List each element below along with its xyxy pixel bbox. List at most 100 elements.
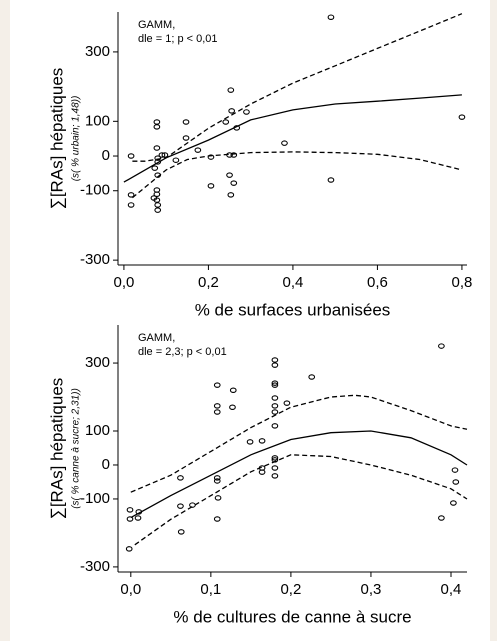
confidence-line xyxy=(131,151,463,199)
data-point xyxy=(213,382,221,388)
y-axis-subtitle: (s( % canne à sucre; 2,31)) xyxy=(71,388,82,509)
y-tick-label: -100 xyxy=(80,490,110,507)
x-tick-label: 0,2 xyxy=(280,581,301,598)
y-tick-label: 0 xyxy=(102,147,110,164)
data-point xyxy=(127,202,135,208)
y-tick-label: -300 xyxy=(80,251,110,268)
data-point xyxy=(151,165,159,171)
data-point xyxy=(227,87,235,93)
data-point xyxy=(283,400,291,406)
data-point xyxy=(271,465,279,471)
plot-area xyxy=(118,12,467,265)
data-point xyxy=(125,546,133,552)
data-point xyxy=(213,409,221,415)
data-point xyxy=(182,119,190,125)
data-point xyxy=(271,362,279,368)
data-point xyxy=(452,479,460,485)
fit-line xyxy=(130,430,468,519)
data-point xyxy=(154,207,162,213)
data-point xyxy=(438,515,445,521)
data-point xyxy=(230,180,238,186)
data-point xyxy=(177,529,185,535)
data-point xyxy=(227,192,235,198)
x-tick-label: 0,2 xyxy=(198,274,219,291)
annotation: GAMM, xyxy=(138,332,175,344)
data-point xyxy=(126,516,134,522)
data-point xyxy=(172,157,180,163)
data-point xyxy=(153,145,161,151)
data-point xyxy=(153,191,161,197)
data-point xyxy=(450,500,457,506)
data-point xyxy=(230,152,238,158)
data-point xyxy=(161,152,169,158)
data-point xyxy=(271,409,279,415)
data-point xyxy=(182,135,190,141)
data-point xyxy=(271,380,279,386)
plot-area xyxy=(118,325,467,572)
data-point xyxy=(228,108,236,114)
data-point xyxy=(271,473,279,479)
data-point xyxy=(154,202,162,208)
data-point xyxy=(150,195,158,201)
data-point xyxy=(458,114,466,120)
data-point xyxy=(229,404,236,410)
data-point xyxy=(258,469,266,475)
data-point xyxy=(229,387,237,393)
x-tick-label: 0,4 xyxy=(441,581,462,598)
data-point xyxy=(214,495,222,501)
data-point xyxy=(213,475,221,481)
data-point xyxy=(271,403,279,409)
data-point xyxy=(207,183,215,189)
data-point xyxy=(222,119,230,125)
data-point xyxy=(327,14,335,20)
data-point xyxy=(258,438,266,444)
x-axis-title: % de cultures de canne à sucre xyxy=(173,607,411,626)
y-axis-title: ∑[RAs] hépatiques xyxy=(47,378,66,520)
data-point xyxy=(243,109,250,115)
y-tick-label: -300 xyxy=(80,558,110,575)
data-point xyxy=(213,478,221,484)
data-point xyxy=(451,467,459,473)
confidence-line xyxy=(130,394,468,493)
data-point xyxy=(271,395,279,401)
data-point xyxy=(213,403,221,409)
data-point xyxy=(271,423,279,429)
y-tick-label: 100 xyxy=(85,422,110,439)
y-tick-label: 300 xyxy=(85,43,110,60)
y-axis-subtitle: (s( % urbain; 1,48)) xyxy=(71,96,82,182)
data-point xyxy=(308,374,316,380)
data-point xyxy=(126,507,134,513)
data-point xyxy=(194,147,202,153)
x-tick-label: 0,4 xyxy=(282,274,303,291)
data-point xyxy=(158,152,166,158)
data-point xyxy=(177,475,184,481)
data-point xyxy=(207,154,215,160)
data-point xyxy=(213,516,221,522)
data-point xyxy=(281,140,288,146)
x-tick-label: 0,1 xyxy=(200,581,221,598)
data-point xyxy=(246,439,254,445)
y-tick-label: 100 xyxy=(85,112,110,129)
y-tick-label: -100 xyxy=(80,182,110,199)
annotation: dle = 1; p < 0,01 xyxy=(138,33,218,45)
x-tick-label: 0,0 xyxy=(120,581,141,598)
data-point xyxy=(226,172,233,178)
data-point xyxy=(271,357,279,363)
data-point xyxy=(271,455,279,461)
data-point xyxy=(153,124,161,130)
data-point xyxy=(438,343,445,349)
data-point xyxy=(177,503,184,509)
y-tick-label: 0 xyxy=(102,456,110,473)
data-point xyxy=(327,177,335,183)
data-point xyxy=(134,515,142,521)
annotation: dle = 2,3; p < 0,01 xyxy=(138,346,227,358)
data-point xyxy=(271,382,279,388)
x-tick-label: 0,8 xyxy=(452,274,473,291)
confidence-line xyxy=(134,454,468,546)
x-axis-title: % de surfaces urbanisées xyxy=(195,300,391,319)
fit-line xyxy=(123,94,462,183)
x-tick-label: 0,3 xyxy=(361,581,382,598)
y-tick-label: 300 xyxy=(85,354,110,371)
data-point xyxy=(127,153,135,159)
